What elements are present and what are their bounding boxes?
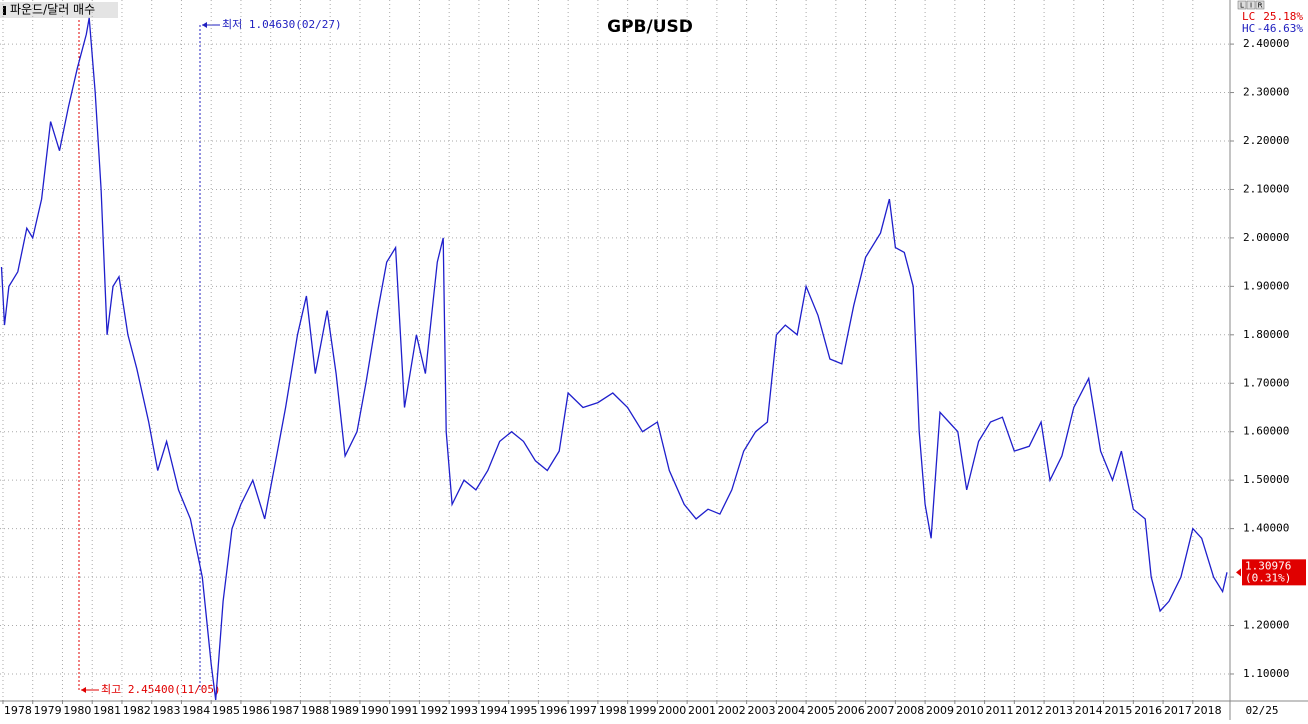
x-tick-label: 2012 [1015, 704, 1043, 717]
y-tick-label: 1.50000 [1243, 473, 1289, 486]
last-value-box [1242, 559, 1306, 586]
y-tick-label: 1.20000 [1243, 619, 1289, 632]
x-tick-label: 2016 [1134, 704, 1162, 717]
x-tick-label: 1999 [629, 704, 657, 717]
date-label: 02/25 [1245, 704, 1278, 717]
x-tick-label: 1983 [153, 704, 181, 717]
last-value: 1.30976 [1245, 559, 1291, 572]
x-tick-label: 1993 [450, 704, 478, 717]
scale-button: L [1240, 2, 1244, 10]
x-tick-label: 1980 [63, 704, 91, 717]
annotation-low: 최저 1.04630(02/27) [222, 18, 342, 31]
y-tick-label: 2.00000 [1243, 231, 1289, 244]
x-tick-label: 1979 [34, 704, 62, 717]
scale-button: I [1250, 2, 1252, 10]
x-tick-label: 1978 [4, 704, 32, 717]
x-tick-label: 2015 [1104, 704, 1132, 717]
x-tick-label: 2017 [1164, 704, 1192, 717]
x-tick-label: 1994 [480, 704, 508, 717]
x-tick-label: 2014 [1075, 704, 1103, 717]
x-tick-label: 1987 [272, 704, 300, 717]
x-tick-label: 2018 [1194, 704, 1222, 717]
x-tick-label: 1998 [599, 704, 627, 717]
high-arrow-head [81, 687, 86, 693]
scale-button-box [1237, 0, 1247, 10]
x-tick-label: 2006 [837, 704, 865, 717]
x-tick-label: 2007 [866, 704, 894, 717]
x-tick-label: 1991 [391, 704, 419, 717]
price-line [0, 17, 1228, 701]
stat-name: HC [1242, 22, 1255, 35]
stat-name: LC [1242, 10, 1255, 23]
x-tick-label: 2001 [688, 704, 716, 717]
y-tick-label: 2.20000 [1243, 134, 1289, 147]
x-tick-label: 1985 [212, 704, 240, 717]
y-tick-label: 1.40000 [1243, 522, 1289, 535]
x-tick-label: 2003 [747, 704, 775, 717]
x-tick-label: 1984 [182, 704, 210, 717]
x-tick-label: 2011 [985, 704, 1013, 717]
x-tick-label: 1982 [123, 704, 151, 717]
x-tick-label: 1996 [539, 704, 567, 717]
annotation-high: 최고 2.45400(11/05) [101, 683, 221, 696]
scale-button: R [1258, 2, 1263, 10]
x-tick-label: 1981 [93, 704, 121, 717]
x-tick-label: 2000 [658, 704, 686, 717]
series-label-marker [3, 6, 6, 15]
scale-button-box [1255, 0, 1265, 10]
x-tick-label: 2009 [926, 704, 954, 717]
y-tick-label: 2.10000 [1243, 182, 1289, 195]
x-tick-label: 2008 [896, 704, 924, 717]
last-value-pointer [1236, 568, 1241, 577]
stat-value: -46.63% [1257, 22, 1304, 35]
last-change: (0.31%) [1245, 571, 1291, 584]
stat-value: 25.18% [1263, 10, 1303, 23]
chart-title: GPB/USD [607, 17, 693, 37]
y-tick-label: 1.10000 [1243, 667, 1289, 680]
x-tick-label: 2010 [956, 704, 984, 717]
y-tick-label: 1.70000 [1243, 376, 1289, 389]
scale-button-box [1246, 0, 1256, 10]
x-tick-label: 1995 [510, 704, 538, 717]
x-tick-label: 1989 [331, 704, 359, 717]
x-tick-label: 2002 [718, 704, 746, 717]
x-tick-label: 1992 [420, 704, 448, 717]
series-label-box [0, 2, 118, 18]
x-tick-label: 2013 [1045, 704, 1073, 717]
x-tick-label: 1997 [569, 704, 597, 717]
x-tick-label: 2005 [807, 704, 835, 717]
y-tick-label: 1.60000 [1243, 425, 1289, 438]
y-tick-label: 2.30000 [1243, 86, 1289, 99]
y-tick-label: 1.80000 [1243, 328, 1289, 341]
x-tick-label: 1988 [301, 704, 329, 717]
x-tick-label: 1990 [361, 704, 389, 717]
y-tick-label: 1.90000 [1243, 279, 1289, 292]
low-arrow-head [202, 22, 207, 28]
x-tick-label: 1986 [242, 704, 270, 717]
series-label: 파운드/달러 매수 [10, 3, 95, 17]
y-tick-label: 2.40000 [1243, 37, 1289, 50]
x-tick-label: 2004 [777, 704, 805, 717]
